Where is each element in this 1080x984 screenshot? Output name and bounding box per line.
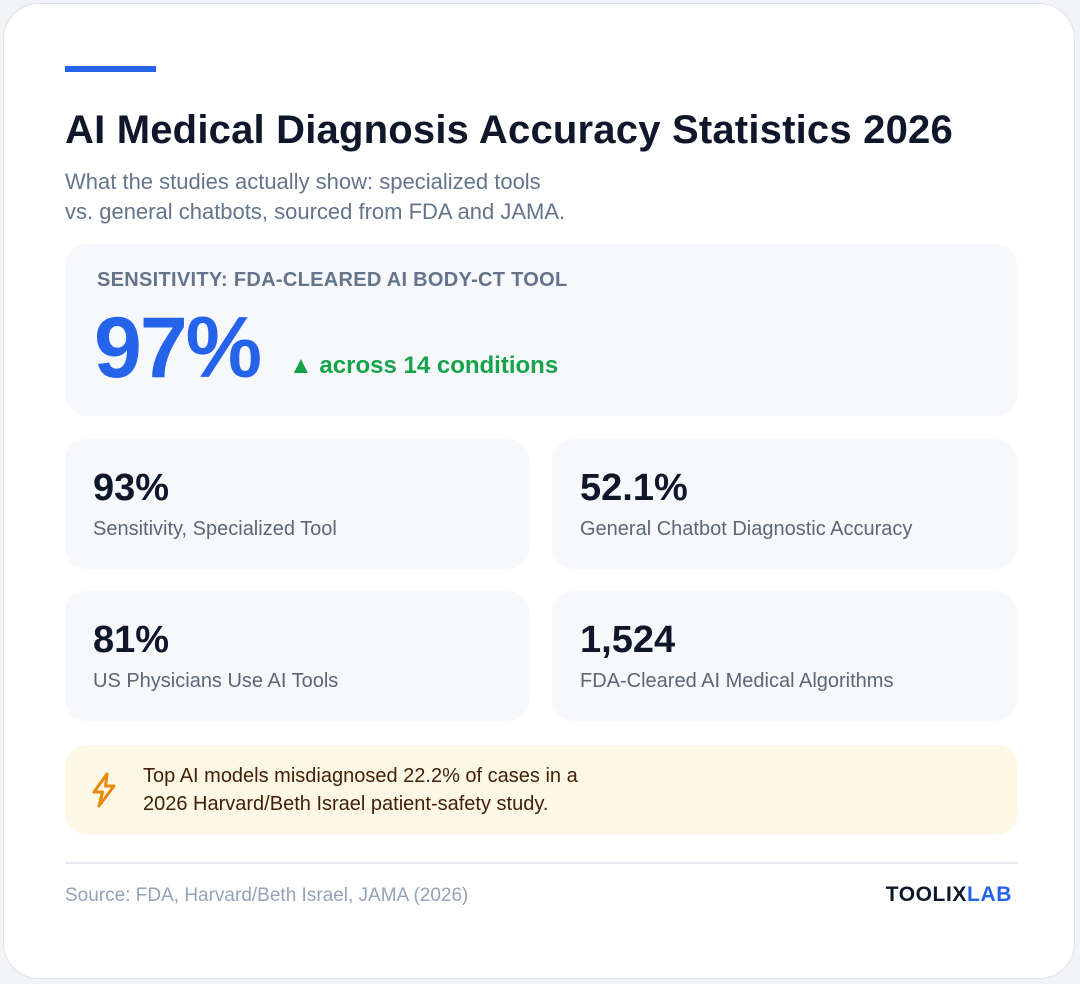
hero-stat-label: SENSITIVITY: FDA-CLEARED AI BODY-CT TOOL — [97, 269, 568, 291]
stat-label: Sensitivity, Specialized Tool — [93, 518, 337, 540]
subtitle-line-2: vs. general chatbots, sourced from FDA a… — [65, 199, 566, 224]
stat-card-chatbot-accuracy: 52.1% General Chatbot Diagnostic Accurac… — [552, 439, 1017, 569]
stat-value: 1,524 — [580, 619, 676, 661]
accent-bar — [65, 66, 156, 72]
page-title: AI Medical Diagnosis Accuracy Statistics… — [65, 108, 953, 152]
hero-stat-panel: SENSITIVITY: FDA-CLEARED AI BODY-CT TOOL… — [65, 244, 1018, 416]
warning-line-2: 2026 Harvard/Beth Israel patient-safety … — [143, 793, 549, 815]
brand-logo: TOOLIXLAB — [886, 883, 1012, 907]
warning-callout-text: Top AI models misdiagnosed 22.2% of case… — [143, 762, 703, 818]
warning-callout: Top AI models misdiagnosed 22.2% of case… — [65, 745, 1018, 835]
stat-value: 93% — [93, 467, 170, 509]
source-citation: Source: FDA, Harvard/Beth Israel, JAMA (… — [65, 885, 469, 906]
stat-label: General Chatbot Diagnostic Accuracy — [580, 518, 913, 540]
stat-card-fda-algorithms: 1,524 FDA-Cleared AI Medical Algorithms — [552, 591, 1017, 721]
stat-label: US Physicians Use AI Tools — [93, 670, 339, 692]
warning-line-1: Top AI models misdiagnosed 22.2% of case… — [143, 765, 578, 787]
hero-stat-value: 97% — [94, 300, 262, 396]
hero-stat-delta: ▲ across 14 conditions — [289, 352, 559, 379]
brand-logo-part-1: TOOLIX — [885, 883, 968, 906]
brand-logo-part-2: LAB — [967, 883, 1012, 906]
lightning-bolt-icon — [92, 772, 116, 808]
subtitle-line-1: What the studies actually show: speciali… — [65, 169, 541, 194]
stat-card-physician-usage: 81% US Physicians Use AI Tools — [65, 591, 530, 721]
page-subtitle: What the studies actually show: speciali… — [65, 167, 685, 227]
stat-value: 81% — [93, 619, 170, 661]
footer-divider — [65, 862, 1018, 864]
stat-value: 52.1% — [580, 467, 688, 509]
infographic-card: AI Medical Diagnosis Accuracy Statistics… — [3, 3, 1075, 979]
stat-card-specialized-sensitivity: 93% Sensitivity, Specialized Tool — [65, 439, 530, 569]
stat-label: FDA-Cleared AI Medical Algorithms — [580, 670, 894, 692]
